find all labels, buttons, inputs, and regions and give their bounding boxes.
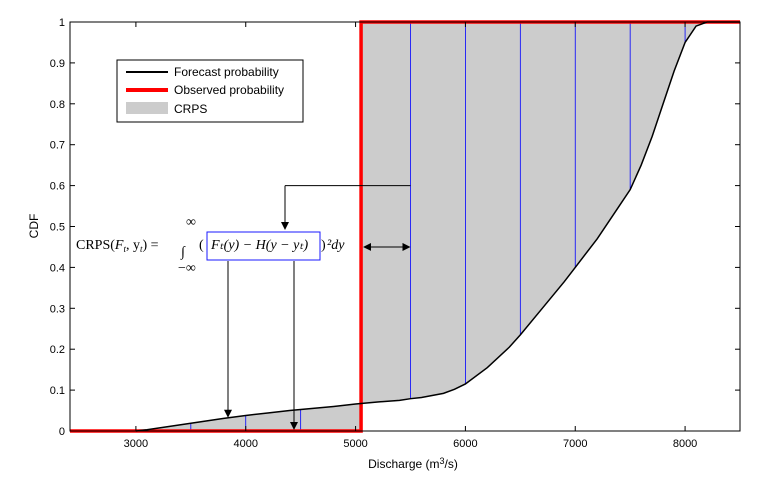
legend-label-crps: CRPS — [174, 102, 207, 116]
y-tick-label: 0.2 — [50, 344, 65, 356]
integral-lower-limit: −∞ — [178, 261, 196, 276]
x-axis-label: Discharge (m3/s) — [368, 456, 458, 471]
integral-upper-limit: ∞ — [186, 215, 196, 230]
y-axis-ticks: 0 0.1 0.2 0.3 0.4 0.5 0.6 0.7 0.8 0.9 1 — [50, 17, 740, 438]
legend-label-observed: Observed probability — [174, 83, 284, 97]
forecast-probability-line — [135, 21, 740, 432]
x-tick-label: 6000 — [453, 438, 477, 450]
crps-shaded-area — [135, 22, 708, 431]
y-tick-label: 0.5 — [50, 222, 65, 234]
x-tick-label: 4000 — [233, 438, 257, 450]
formula-open-paren: ( — [199, 238, 204, 253]
y-tick-label: 0 — [59, 426, 65, 438]
crps-area-above-observation — [361, 22, 708, 404]
formula-highlight-box — [206, 231, 321, 261]
y-tick-label: 0.1 — [50, 385, 65, 397]
bin-lines — [190, 22, 686, 431]
legend-label-forecast: Forecast probability — [174, 65, 279, 79]
formula-lhs: CRPS(Ft, yt) = — [76, 238, 159, 254]
formula-close-paren: ) — [321, 238, 326, 253]
legend-swatch-crps — [126, 102, 168, 114]
y-tick-label: 0.3 — [50, 303, 65, 315]
annotation-arrows — [224, 185, 411, 430]
x-tick-label: 8000 — [673, 438, 697, 450]
y-tick-label: 0.9 — [50, 58, 65, 70]
legend: Forecast probability Observed probabilit… — [116, 59, 304, 123]
formula-rhs: ²dy — [327, 238, 345, 253]
y-tick-label: 0.4 — [50, 262, 65, 274]
x-tick-label: 7000 — [563, 438, 587, 450]
formula-box-text: Fₜ(y) − H(y − yₜ) — [210, 238, 308, 253]
x-tick-label: 3000 — [124, 438, 148, 450]
y-tick-label: 0.6 — [50, 181, 65, 193]
formula-annotation: CRPS(Ft, yt) = ∫ ∞ −∞ ( Fₜ(y) − H(y − yₜ… — [76, 215, 345, 276]
x-axis-ticks: 3000 4000 5000 6000 7000 8000 — [124, 22, 697, 450]
y-tick-label: 0.7 — [50, 140, 65, 152]
y-axis-label: CDF — [27, 214, 41, 239]
y-tick-label: 0.8 — [50, 99, 65, 111]
integral-sign: ∫ — [180, 245, 186, 260]
y-tick-label: 1 — [59, 17, 65, 29]
x-tick-label: 5000 — [343, 438, 367, 450]
crps-area-below-observation — [135, 403, 362, 431]
forecast-probability-series — [135, 21, 740, 432]
